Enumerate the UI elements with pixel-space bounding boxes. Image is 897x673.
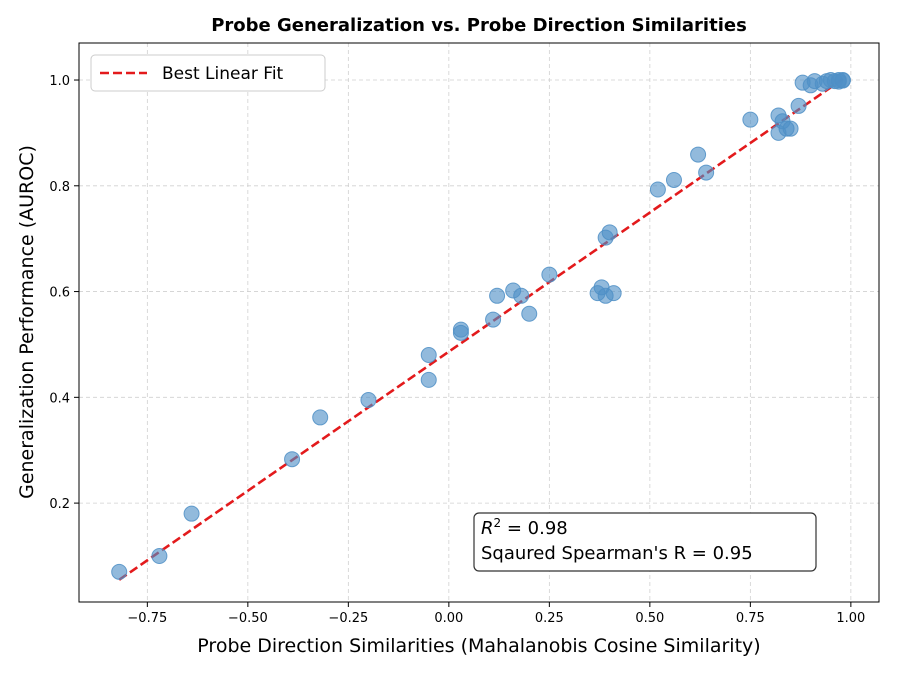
data-point: [541, 266, 558, 283]
data-point: [601, 224, 618, 241]
data-point: [312, 409, 329, 426]
data-point: [183, 505, 200, 522]
best-fit-line: [118, 77, 844, 581]
y-tick-label: 0.4: [49, 391, 70, 406]
plot-frame: [78, 42, 880, 603]
y-tick-label: 1.0: [49, 74, 70, 89]
legend: Best Linear Fit: [90, 54, 326, 92]
data-point: [420, 347, 437, 364]
x-tick-label: −0.75: [127, 611, 167, 626]
spearman-text: Sqaured Spearman's R = 0.95: [481, 543, 753, 564]
legend-label: Best Linear Fit: [162, 64, 284, 84]
data-point: [834, 72, 851, 89]
data-point: [284, 451, 301, 468]
legend-box: [90, 54, 326, 92]
points-layer: [111, 72, 851, 580]
x-axis-label: Probe Direction Similarities (Mahalanobi…: [197, 635, 760, 657]
data-point: [790, 97, 807, 114]
y-axis-label: Generalization Performance (AUROC): [16, 145, 38, 499]
data-point: [521, 305, 538, 322]
data-point: [452, 321, 469, 338]
y-tick-label: 0.2: [49, 497, 70, 512]
x-tick-label: 0.75: [736, 611, 765, 626]
x-tick-label: −0.25: [328, 611, 368, 626]
y-tick-label: 0.6: [49, 286, 70, 301]
x-tick-label: 0.00: [434, 611, 463, 626]
x-tick-label: 0.25: [535, 611, 564, 626]
data-point: [360, 391, 377, 408]
y-tick-label: 0.8: [49, 180, 70, 195]
r-squared-text: R2 = 0.98: [481, 516, 568, 539]
data-point: [782, 120, 799, 137]
r-squared-symbol: R: [481, 518, 494, 539]
data-point: [690, 146, 707, 163]
data-point: [665, 171, 682, 188]
data-point: [151, 547, 168, 564]
chart-title: Probe Generalization vs. Probe Direction…: [211, 15, 747, 36]
fit-line-layer: [118, 77, 844, 581]
data-point: [605, 285, 622, 302]
data-point: [111, 563, 128, 580]
data-point: [420, 371, 437, 388]
data-point: [649, 181, 666, 198]
data-point: [698, 164, 715, 181]
x-tick-label: 0.50: [635, 611, 664, 626]
r-squared-value: = 0.98: [501, 518, 568, 539]
r-squared-superscript: 2: [494, 516, 502, 530]
x-tick-label: 1.00: [836, 611, 865, 626]
data-point: [489, 287, 506, 304]
data-point: [742, 111, 759, 128]
x-tick-label: −0.50: [228, 611, 268, 626]
stats-annotation: R2 = 0.98 Sqaured Spearman's R = 0.95: [473, 512, 817, 572]
ticks-layer: −0.75 −0.50 −0.25 0.00 0.25 0.50 0.75 1.00 0.2 0.…: [49, 74, 865, 626]
stats-box: [473, 512, 817, 572]
data-point: [485, 311, 502, 328]
data-point: [513, 287, 530, 304]
